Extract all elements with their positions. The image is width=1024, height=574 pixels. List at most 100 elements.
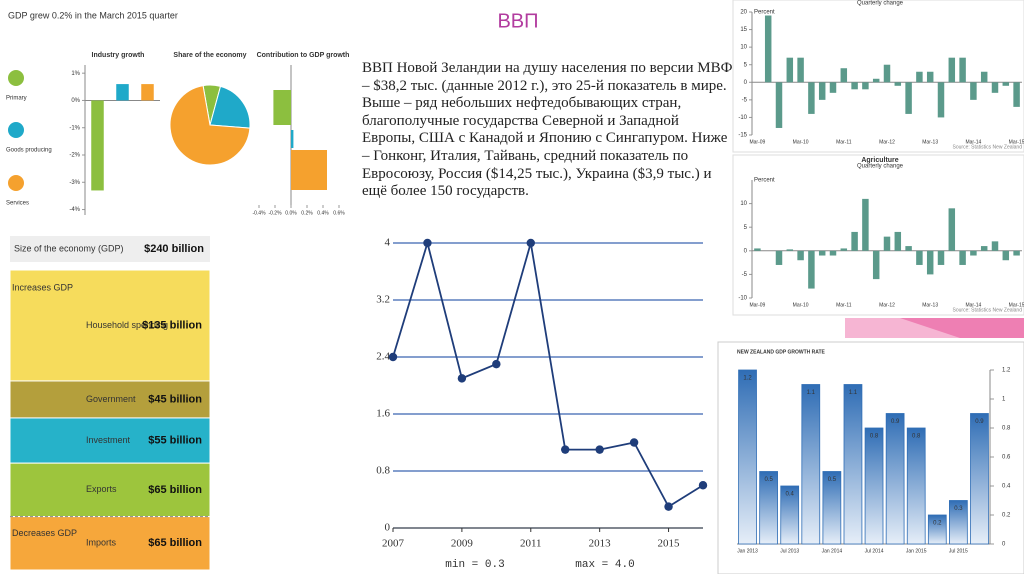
y-tick-label: 4 bbox=[385, 237, 391, 249]
bar bbox=[291, 150, 327, 190]
bar bbox=[937, 82, 945, 118]
bar bbox=[775, 250, 783, 265]
y-tick-label: 0.2 bbox=[1002, 513, 1011, 519]
marker bbox=[457, 374, 467, 383]
chart-title: NEW ZEALAND GDP GROWTH RATE bbox=[737, 349, 826, 355]
y-tick-label: 10 bbox=[740, 45, 747, 51]
bar bbox=[885, 413, 905, 545]
bar bbox=[959, 250, 966, 265]
chart-title: Contribution to GDP growth bbox=[257, 52, 350, 59]
x-tick-label: 2007 bbox=[382, 538, 405, 550]
x-tick-label: Mar-15 bbox=[1009, 139, 1024, 145]
bar bbox=[916, 71, 923, 83]
x-tick-label: 2011 bbox=[520, 538, 542, 550]
data-label: 0.8 bbox=[912, 434, 921, 440]
y-tick-label: 5 bbox=[744, 62, 748, 68]
y-tick-label: -15 bbox=[738, 133, 747, 139]
marker bbox=[561, 445, 570, 454]
x-tick-label: 2013 bbox=[589, 538, 612, 550]
bar bbox=[141, 84, 154, 101]
group-label: Decreases GDP bbox=[12, 528, 77, 538]
y-tick-label: 0.4 bbox=[1002, 484, 1011, 490]
bar bbox=[1002, 250, 1010, 261]
chart-title: Size of the economy (GDP) bbox=[14, 243, 124, 253]
x-tick-label: Mar-15 bbox=[1009, 302, 1024, 308]
bar bbox=[1013, 82, 1020, 107]
segment-label: Imports bbox=[86, 538, 117, 548]
x-tick-label: Jan 2013 bbox=[737, 548, 758, 554]
x-tick-label: Mar-14 bbox=[965, 139, 981, 145]
x-tick-label: Mar-10 bbox=[793, 302, 809, 308]
x-tick-label: 2009 bbox=[451, 538, 474, 550]
bar bbox=[980, 246, 988, 251]
y-tick-label: 0 bbox=[385, 522, 391, 534]
x-tick-label: -0.2% bbox=[268, 210, 282, 216]
bar bbox=[775, 82, 783, 128]
bar bbox=[894, 82, 902, 86]
bar bbox=[851, 82, 858, 90]
x-tick-label: Mar-12 bbox=[879, 139, 895, 145]
x-tick-label: 0.0% bbox=[285, 210, 297, 216]
y-tick-label: 1% bbox=[71, 71, 80, 77]
bar bbox=[894, 231, 902, 251]
data-label: 0.2 bbox=[933, 521, 942, 527]
category-icon bbox=[8, 70, 24, 86]
bar bbox=[905, 246, 912, 251]
bar bbox=[829, 250, 837, 256]
x-tick-label: 2015 bbox=[658, 538, 681, 550]
source: Source: Statistics New Zealand bbox=[953, 307, 1023, 313]
data-label: 0.5 bbox=[764, 477, 773, 483]
pie-slice bbox=[169, 85, 251, 166]
bar bbox=[786, 249, 794, 251]
segment-label: Investment bbox=[86, 435, 131, 445]
x-tick-label: Jul 2013 bbox=[780, 548, 799, 554]
y-tick-label: 0.6 bbox=[1002, 455, 1011, 461]
x-tick-label: Mar-10 bbox=[793, 139, 809, 145]
chart-subtitle: Quarterly change bbox=[857, 164, 904, 170]
segment-value: $65 billion bbox=[148, 537, 202, 549]
bar bbox=[829, 82, 837, 93]
panel-bg bbox=[732, 154, 1024, 316]
y-tick-label: -4% bbox=[69, 207, 80, 213]
y-tick-label: 1.2 bbox=[1002, 368, 1011, 374]
bar bbox=[797, 57, 804, 83]
y-tick-label: 0 bbox=[744, 80, 748, 86]
x-tick-label: Mar-12 bbox=[879, 302, 895, 308]
bar bbox=[926, 250, 934, 275]
bar bbox=[948, 57, 956, 83]
segment bbox=[9, 516, 211, 571]
segment bbox=[9, 462, 211, 518]
bar bbox=[916, 250, 923, 265]
segment-value: $135 billion bbox=[142, 319, 202, 331]
y-tick-label: 3.2 bbox=[376, 294, 390, 306]
bar bbox=[780, 485, 800, 545]
pie-slice bbox=[209, 85, 251, 129]
data-label: 1.1 bbox=[807, 390, 816, 396]
marker bbox=[595, 445, 604, 454]
segment bbox=[9, 380, 211, 419]
bar bbox=[808, 82, 815, 114]
segment-value: $65 billion bbox=[148, 484, 202, 496]
chart-title: Share of the economy bbox=[173, 52, 246, 59]
bar bbox=[883, 236, 891, 251]
data-label: 0.4 bbox=[786, 492, 795, 498]
bar bbox=[883, 64, 891, 83]
total-label: $240 billion bbox=[144, 243, 204, 255]
y-tick-label: 0 bbox=[1002, 542, 1006, 548]
marker bbox=[629, 438, 639, 447]
bar bbox=[822, 471, 842, 545]
bar bbox=[764, 15, 772, 83]
x-tick-label: Mar-13 bbox=[922, 302, 938, 308]
x-tick-label: Jul 2014 bbox=[865, 548, 884, 554]
y-tick-label: -10 bbox=[738, 296, 747, 302]
y-tick-label: 10 bbox=[740, 201, 747, 207]
bar bbox=[1002, 82, 1010, 86]
y-tick-label: 15 bbox=[740, 27, 747, 33]
segment-label: Household spending bbox=[86, 320, 168, 330]
bar bbox=[970, 413, 989, 545]
bar bbox=[797, 250, 804, 261]
bar bbox=[970, 82, 977, 100]
data-label: 1.2 bbox=[743, 376, 752, 382]
y-tick-label: -3% bbox=[69, 180, 80, 186]
bar bbox=[862, 82, 869, 90]
